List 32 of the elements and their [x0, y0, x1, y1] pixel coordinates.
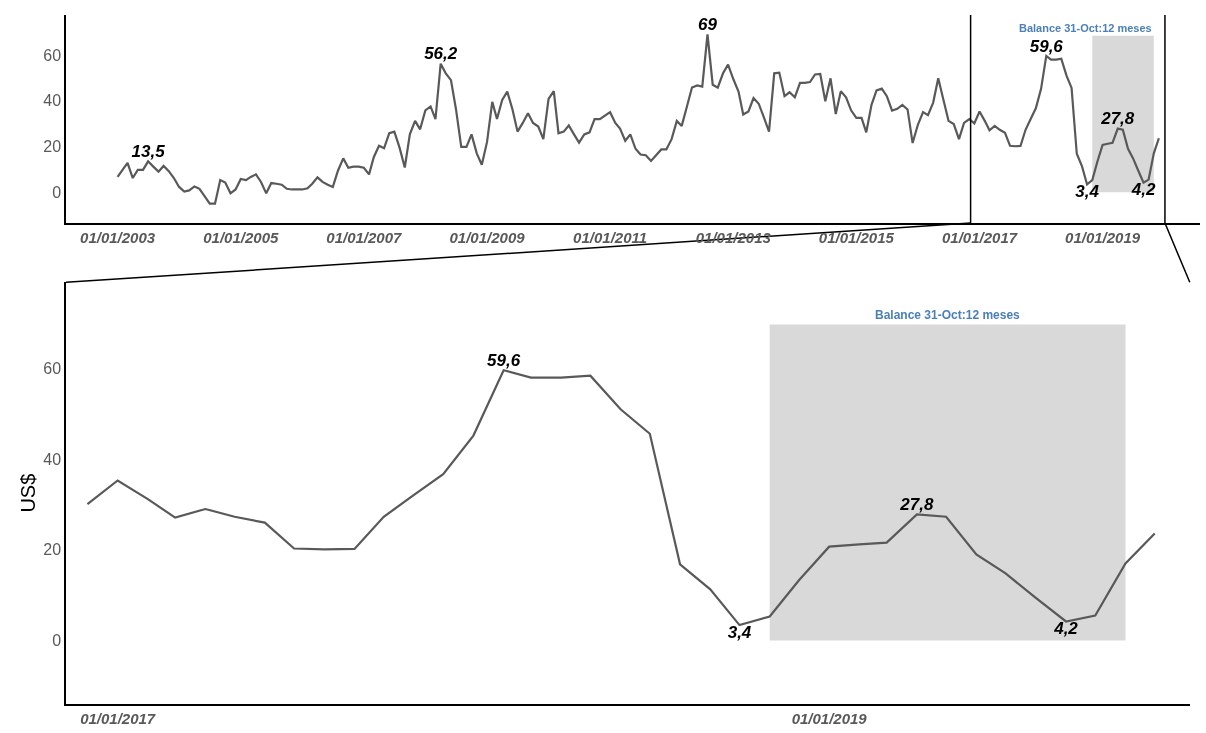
x-tick-label: 01/01/2005	[203, 228, 279, 246]
x-tick-label: 01/01/2015	[818, 228, 895, 246]
x-tick-label: 01/01/2019	[1065, 228, 1141, 246]
x-tick-label: 01/01/2009	[449, 228, 526, 246]
x-tick-label: 01/01/2017	[942, 228, 1018, 246]
data-label: 3,4	[727, 622, 752, 642]
data-label: 13,5	[131, 142, 166, 162]
data-label: 4,2	[1130, 180, 1156, 200]
y-tick-label: 20	[43, 138, 62, 156]
y-axis-title: US$	[17, 473, 40, 513]
y-tick-label: 0	[52, 183, 62, 201]
data-label: 59,6	[1029, 36, 1064, 56]
data-label: 69	[698, 15, 718, 35]
data-label: 27,8	[1100, 109, 1135, 129]
x-tick-label: 01/01/2017	[80, 709, 156, 727]
data-label: 27,8	[899, 495, 934, 515]
x-tick-label: 01/01/2007	[326, 228, 403, 246]
data-label: 4,2	[1053, 619, 1079, 639]
y-tick-label: 60	[43, 360, 62, 378]
y-tick-label: 20	[43, 541, 62, 559]
x-tick-label: 01/01/2019	[791, 709, 868, 727]
y-tick-label: 40	[43, 450, 62, 468]
y-tick-label: 60	[43, 46, 62, 64]
x-tick-label: 01/01/2011	[573, 228, 648, 246]
data-label: 59,6	[487, 351, 521, 371]
y-tick-label: 40	[43, 92, 62, 110]
x-tick-label: 01/01/2003	[80, 228, 156, 246]
band-label: Balance 31-Oct:12 meses	[875, 308, 1021, 322]
data-label: 3,4	[1075, 182, 1100, 202]
band-label: Balance 31-Oct:12 meses	[1019, 22, 1152, 34]
data-label: 56,2	[424, 44, 458, 64]
y-tick-label: 0	[52, 632, 62, 650]
